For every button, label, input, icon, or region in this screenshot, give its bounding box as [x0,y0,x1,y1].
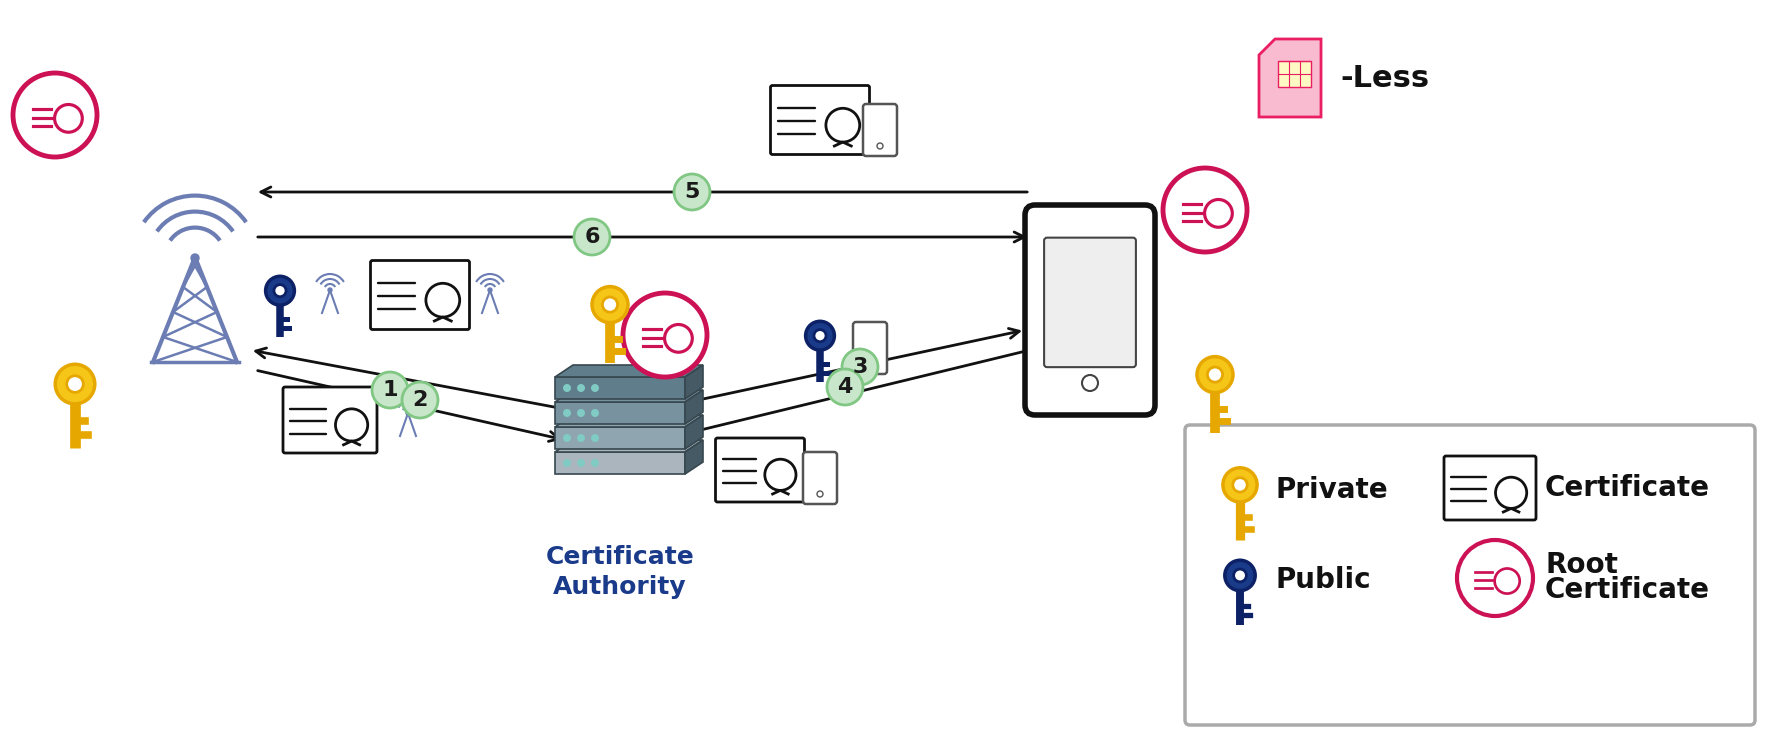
Text: 6: 6 [584,227,600,247]
Bar [555,402,685,424]
Circle shape [1205,199,1232,227]
Circle shape [1234,569,1246,582]
Circle shape [1162,168,1248,252]
Circle shape [562,434,571,442]
Circle shape [591,409,600,417]
Circle shape [562,409,571,417]
Text: Private: Private [1274,476,1388,504]
Text: Certificate
Authority: Certificate Authority [546,545,694,599]
Circle shape [577,384,586,392]
Text: 2: 2 [413,390,427,410]
Circle shape [1234,478,1248,492]
FancyBboxPatch shape [853,322,886,374]
FancyBboxPatch shape [1025,205,1155,415]
Polygon shape [555,365,703,377]
Circle shape [372,372,408,408]
Circle shape [1495,477,1527,508]
Bar [1278,61,1312,87]
FancyBboxPatch shape [283,387,377,453]
Circle shape [402,382,438,418]
Text: Certificate: Certificate [1545,576,1711,604]
Circle shape [55,104,82,132]
Circle shape [765,459,796,490]
Circle shape [190,254,199,262]
Polygon shape [685,390,703,424]
Polygon shape [555,415,703,427]
Circle shape [1458,540,1533,616]
Circle shape [593,286,628,323]
Circle shape [328,288,333,292]
Bar [555,452,685,474]
Circle shape [577,409,586,417]
Circle shape [562,384,571,392]
Circle shape [813,330,826,341]
Text: 4: 4 [837,377,853,397]
Circle shape [265,276,294,305]
FancyBboxPatch shape [863,104,897,156]
Circle shape [878,143,883,149]
Circle shape [867,361,872,367]
FancyBboxPatch shape [803,452,837,504]
Text: Certificate: Certificate [1545,474,1711,502]
Circle shape [675,174,710,210]
FancyBboxPatch shape [1444,456,1536,520]
Polygon shape [685,440,703,474]
Bar [555,377,685,399]
Circle shape [562,459,571,467]
Polygon shape [1258,39,1321,117]
Circle shape [817,491,822,497]
Circle shape [828,369,863,405]
Text: Root: Root [1545,551,1618,579]
Circle shape [591,459,600,467]
Circle shape [573,219,611,255]
Text: Public: Public [1274,566,1371,594]
Circle shape [826,109,860,142]
Circle shape [842,349,878,385]
Circle shape [1196,356,1234,393]
Polygon shape [685,415,703,449]
Circle shape [591,384,600,392]
Circle shape [1082,375,1098,391]
Bar [555,427,685,449]
Circle shape [577,434,586,442]
Circle shape [806,321,835,350]
FancyBboxPatch shape [771,86,869,155]
Polygon shape [555,390,703,402]
Circle shape [1495,568,1520,594]
Circle shape [335,409,368,441]
FancyBboxPatch shape [1185,425,1755,725]
Circle shape [1207,367,1223,382]
Polygon shape [555,440,703,452]
Text: 3: 3 [853,357,867,377]
FancyBboxPatch shape [1045,237,1136,367]
Circle shape [425,283,459,317]
Circle shape [12,73,96,157]
Text: 5: 5 [684,182,700,202]
Circle shape [577,459,586,467]
Circle shape [406,411,409,415]
Text: 1: 1 [383,380,397,400]
Circle shape [66,376,84,392]
Circle shape [664,324,692,352]
Circle shape [274,285,287,297]
Circle shape [591,434,600,442]
FancyBboxPatch shape [716,438,805,502]
Circle shape [1223,468,1257,502]
Circle shape [602,297,618,312]
Circle shape [623,293,707,377]
Circle shape [1225,560,1255,591]
Circle shape [55,365,94,404]
Text: -Less: -Less [1340,63,1429,92]
Circle shape [488,288,491,292]
FancyBboxPatch shape [370,260,470,330]
Polygon shape [685,365,703,399]
